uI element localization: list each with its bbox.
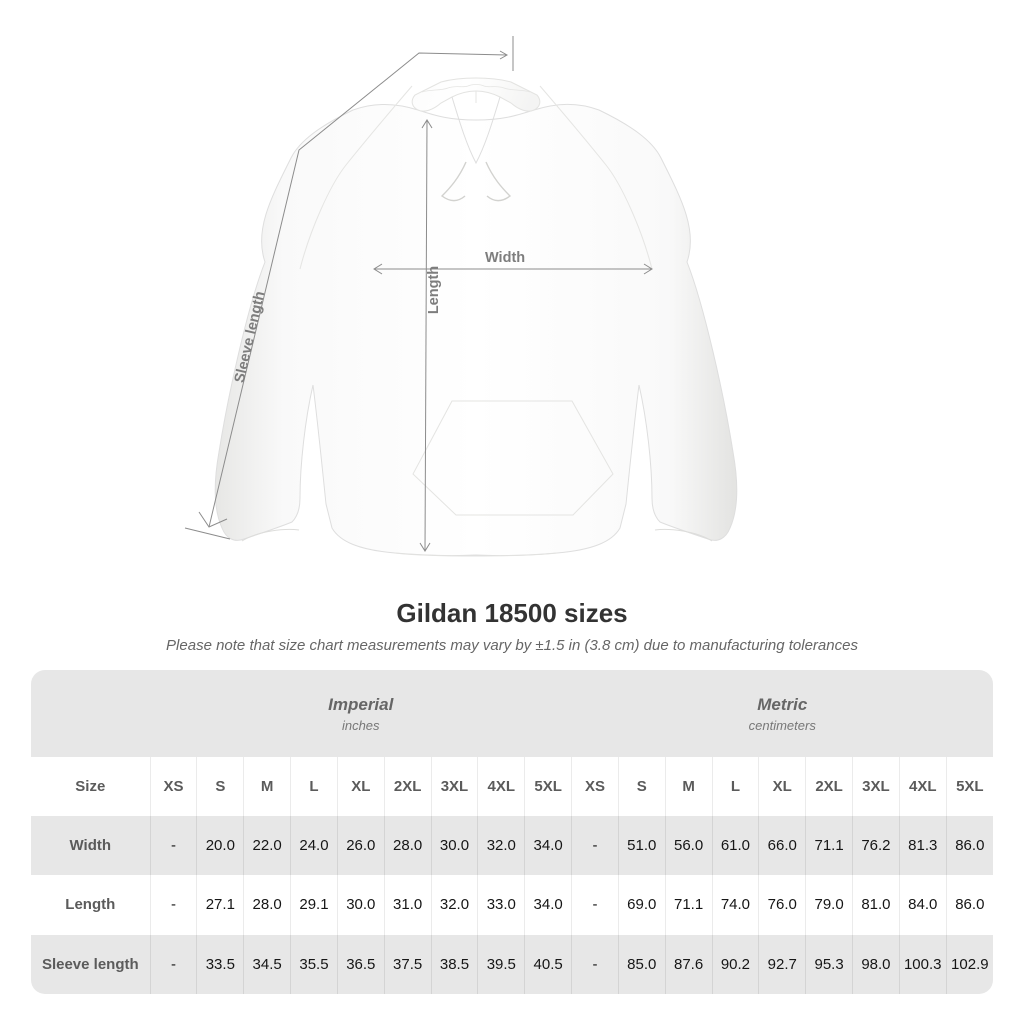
- svg-text:Length: Length: [426, 266, 442, 314]
- svg-text:Width: Width: [485, 250, 525, 266]
